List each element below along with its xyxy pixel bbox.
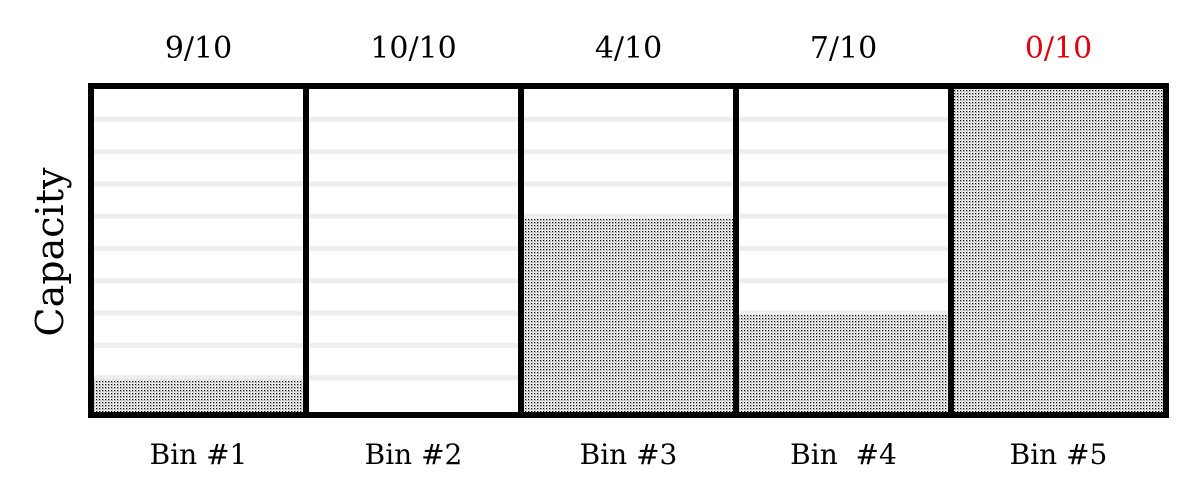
bin-capacity-label: 9/10	[165, 31, 232, 66]
bin-fill	[94, 380, 303, 412]
bin-fill	[954, 89, 1163, 412]
capacity-axis-label: Capacity	[28, 167, 72, 336]
bin-2: 10/10 Bin #2	[309, 31, 518, 471]
bin-capacity-label: 10/10	[370, 31, 456, 66]
bin-3: 4/10 Bin #3	[524, 31, 733, 471]
bin-fill	[524, 218, 733, 412]
bins-layer: 9/10 Bin #1 10/10 Bin #2 4/10 Bin #3 7/10 Bin #…	[88, 31, 1169, 471]
bin-5: 0/10 Bin #5	[954, 31, 1163, 471]
bin-name-label: Bin #2	[365, 438, 463, 471]
bin-name-label: Bin #4	[790, 438, 897, 471]
bin-capacity-label: 4/10	[595, 31, 662, 66]
bin-name-label: Bin #3	[580, 438, 678, 471]
bin-capacity-label: 0/10	[1025, 31, 1092, 66]
bin-1: 9/10 Bin #1	[94, 31, 303, 471]
bin-name-label: Bin #5	[1010, 438, 1108, 471]
bin-name-label: Bin #1	[150, 438, 248, 471]
bin-fill	[739, 315, 948, 412]
bin-4: 7/10 Bin #4	[739, 31, 948, 471]
bin-capacity-label: 7/10	[810, 31, 877, 66]
